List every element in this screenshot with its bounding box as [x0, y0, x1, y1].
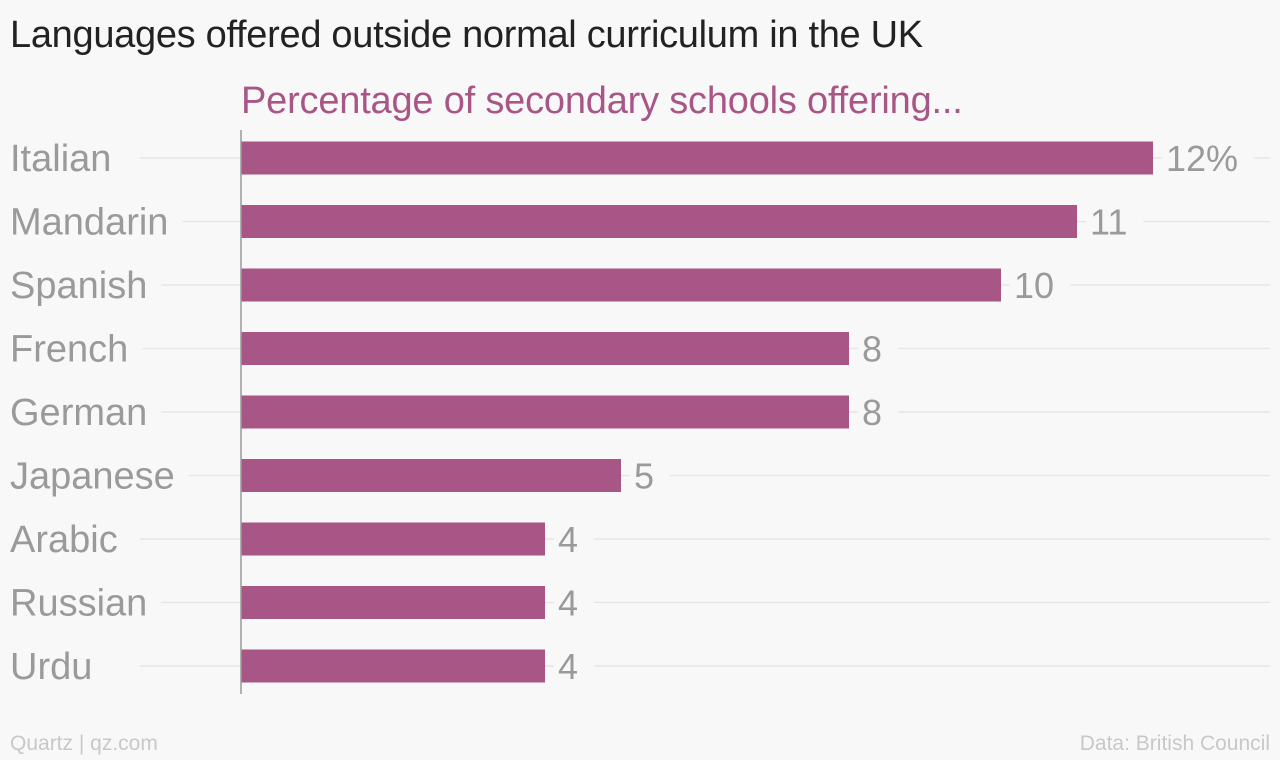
value-label: 5: [634, 456, 654, 497]
label-background: [8, 201, 183, 244]
bar: [241, 141, 1153, 175]
label-background: [554, 646, 595, 687]
label-background: [858, 392, 899, 433]
bar: [241, 649, 545, 683]
value-label: 12%: [1166, 138, 1238, 179]
label-background: [1162, 138, 1255, 179]
bar: [241, 205, 1077, 238]
chart-subtitle: Percentage of secondary schools offering…: [241, 80, 963, 122]
value-label: 8: [862, 329, 882, 370]
value-label: 11: [1090, 202, 1127, 243]
bar: [241, 395, 849, 429]
category-label: Mandarin: [10, 202, 168, 244]
label-background: [8, 138, 126, 180]
value-label: 8: [862, 392, 882, 433]
category-label: French: [10, 329, 128, 371]
label-background: [8, 328, 143, 371]
label-background: [8, 646, 107, 688]
value-label: 10: [1014, 265, 1054, 306]
label-background: [8, 392, 162, 434]
bar: [241, 522, 545, 556]
label-background: [8, 265, 162, 307]
chart-title: Languages offered outside normal curricu…: [10, 14, 923, 56]
bar: [241, 332, 849, 365]
value-label: 4: [558, 646, 578, 687]
bar: [241, 586, 545, 619]
label-background: [8, 455, 189, 498]
data-source: Data: British Council: [1079, 732, 1270, 755]
category-label: Arabic: [10, 519, 118, 561]
label-background: [1010, 265, 1071, 306]
label-background: [858, 328, 899, 370]
label-background: [8, 582, 162, 625]
source-credit: Quartz | qz.com: [10, 732, 158, 755]
label-background: [8, 519, 132, 561]
label-background: [630, 455, 671, 497]
category-label: Italian: [10, 138, 111, 180]
label-background: [554, 519, 595, 560]
category-label: Spanish: [10, 265, 147, 307]
category-label: Urdu: [10, 646, 92, 688]
category-label: Japanese: [10, 456, 175, 498]
category-label: German: [10, 392, 147, 434]
label-background: [1086, 201, 1144, 243]
value-label: 4: [558, 583, 578, 624]
bar: [241, 459, 621, 492]
label-background: [554, 582, 595, 624]
category-label: Russian: [10, 583, 147, 625]
value-label: 4: [558, 519, 578, 560]
bar: [241, 268, 1001, 302]
